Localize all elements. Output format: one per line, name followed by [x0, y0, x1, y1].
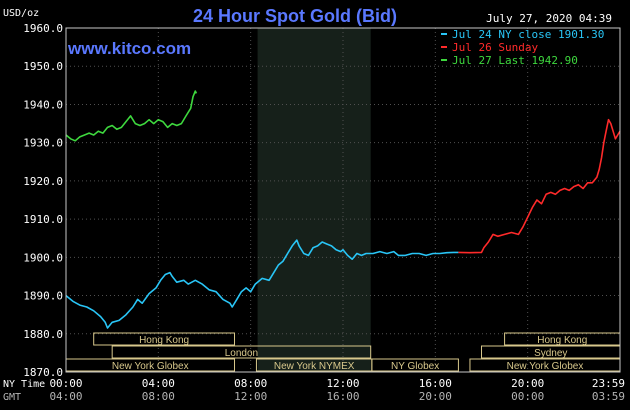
- session-label: New York Globex: [112, 361, 189, 372]
- y-tick-label: 1910.0: [23, 213, 63, 226]
- x-tick-label-ny: 00:00: [49, 377, 82, 390]
- series-lines: [65, 90, 621, 329]
- y-tick-label: 1900.0: [23, 251, 63, 264]
- x-tick-label-ny: 16:00: [419, 377, 452, 390]
- nymex-session-shade: [257, 28, 371, 372]
- x-tick-label-gmt: 00:00: [511, 390, 544, 403]
- date-stamp: July 27, 2020 04:39: [486, 12, 612, 25]
- y-tick-label: 1950.0: [23, 60, 63, 73]
- website-label: www.kitco.com: [67, 39, 191, 58]
- x-tick-label-ny: 08:00: [234, 377, 267, 390]
- y-tick-label: 1930.0: [23, 137, 63, 150]
- session-label: London: [225, 348, 258, 359]
- y-axis-ticks: 1870.0 1880.0 1890.0 1900.0 1910.0 1920.0 1930…: [23, 22, 63, 379]
- y-tick-label: 1920.0: [23, 175, 63, 188]
- session-label: Sydney: [534, 348, 567, 359]
- session-boxes: Hong Kong London New York Globex New York N…: [65, 332, 621, 372]
- y-tick-label: 1880.0: [23, 328, 63, 341]
- plot-frame: [65, 27, 621, 373]
- series-line: [458, 118, 621, 254]
- x-tick-label-ny: 12:00: [326, 377, 359, 390]
- x-tick-label-gmt: 12:00: [234, 390, 267, 403]
- session-label: New York Globex: [507, 361, 584, 372]
- session-box: [371, 358, 459, 372]
- x-axis-ticks: 00:0004:0004:0008:0008:0012:0012:0016:00…: [49, 377, 625, 403]
- unit-label: USD/oz: [3, 8, 39, 19]
- session-box: [111, 345, 372, 359]
- legend-entry: Jul 27 Last 1942.90: [452, 54, 578, 67]
- legend-entry: Jul 24 NY close 1901.30: [452, 28, 604, 41]
- session-label: Hong Kong: [537, 335, 587, 346]
- x-tick-label-gmt: 16:00: [326, 390, 359, 403]
- legend-entry: Jul 26 Sunday: [452, 41, 538, 54]
- x-tick-label-ny: 23:59: [592, 377, 625, 390]
- y-tick-label: 1890.0: [23, 290, 63, 303]
- series-line: [65, 90, 198, 142]
- x-tick-label-ny: 20:00: [511, 377, 544, 390]
- session-label: Hong Kong: [139, 335, 189, 346]
- session-label: New York NYMEX: [274, 361, 355, 372]
- gmt-axis-label: GMT: [3, 392, 21, 403]
- x-tick-label-gmt: 08:00: [142, 390, 175, 403]
- series-line: [65, 239, 459, 329]
- ny-time-axis-label: NY Time: [3, 379, 45, 390]
- session-label: NY Globex: [391, 361, 439, 372]
- session-box: [93, 332, 236, 346]
- y-tick-label: 1940.0: [23, 98, 63, 111]
- x-tick-label-gmt: 04:00: [49, 390, 82, 403]
- x-tick-label-gmt: 20:00: [419, 390, 452, 403]
- chart-title: 24 Hour Spot Gold (Bid): [193, 6, 397, 26]
- y-tick-label: 1960.0: [23, 22, 63, 35]
- y-tick-label: 1870.0: [23, 366, 63, 379]
- x-tick-label-ny: 04:00: [142, 377, 175, 390]
- x-tick-label-gmt: 03:59: [592, 390, 625, 403]
